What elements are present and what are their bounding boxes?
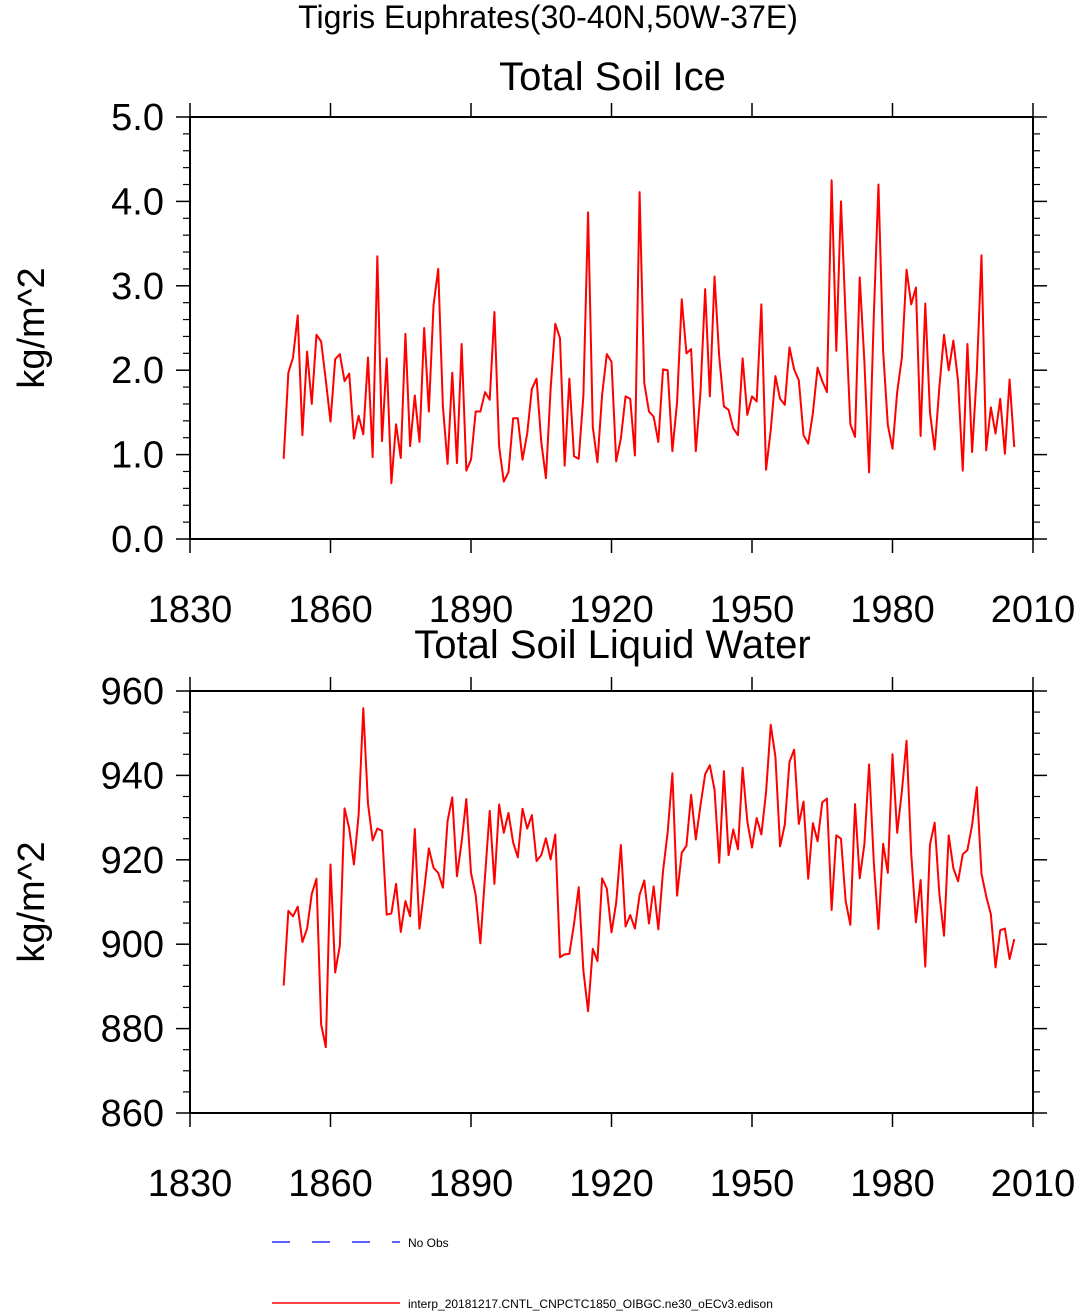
x-tick-label: 2010 [991, 589, 1076, 631]
y-axis-label: kg/m^2 [11, 841, 53, 962]
legend-label-no-obs: No Obs [408, 1236, 449, 1250]
x-tick-label: 2010 [991, 1163, 1076, 1205]
x-tick-label: 1920 [569, 1163, 654, 1205]
x-tick-label: 1890 [429, 1163, 514, 1205]
y-tick-label: 5.0 [111, 97, 164, 139]
legend: No Obs interp_20181217.CNTL_CNPCTC1850_O… [272, 1236, 773, 1311]
chart-title: Total Soil Liquid Water [414, 623, 810, 667]
y-tick-label: 920 [101, 840, 164, 882]
series-line-0 [282, 707, 1016, 1049]
panel-total-soil-ice: Total Soil Ice kg/m^2 0.0 1.0 2.0 3.0 4.0 5.0 18… [11, 55, 1075, 631]
x-tick-label: 1920 [569, 589, 654, 631]
legend-label-model: interp_20181217.CNTL_CNPCTC1850_OIBGC.ne… [408, 1297, 773, 1311]
x-tick-label: 1950 [710, 589, 795, 631]
y-tick-label: 0.0 [111, 519, 164, 561]
x-tick-label: 1980 [850, 1163, 935, 1205]
y-axis-label: kg/m^2 [11, 267, 53, 388]
y-tick-label: 860 [101, 1093, 164, 1135]
x-tick-label: 1830 [148, 1163, 233, 1205]
series-line-0 [282, 179, 1016, 485]
plot-frame [189, 116, 1034, 540]
chart-title: Total Soil Ice [499, 55, 726, 99]
x-tick-label: 1860 [288, 1163, 373, 1205]
x-tick-label: 1980 [850, 589, 935, 631]
figure-title: Tigris Euphrates(30-40N,50W-37E) [298, 0, 798, 35]
x-tick-label: 1860 [288, 589, 373, 631]
panel-total-soil-liquid-water: Total Soil Liquid Water kg/m^2 860 880 900 92… [11, 623, 1075, 1205]
y-tick-label: 880 [101, 1009, 164, 1051]
x-tick-label: 1830 [148, 589, 233, 631]
y-tick-label: 4.0 [111, 181, 164, 223]
y-tick-label: 960 [101, 671, 164, 713]
y-tick-label: 3.0 [111, 266, 164, 308]
y-tick-label: 940 [101, 755, 164, 797]
plot-frame [189, 690, 1034, 1114]
y-tick-label: 1.0 [111, 435, 164, 477]
y-tick-label: 900 [101, 924, 164, 966]
x-tick-label: 1890 [429, 589, 514, 631]
x-tick-label: 1950 [710, 1163, 795, 1205]
y-tick-label: 2.0 [111, 350, 164, 392]
